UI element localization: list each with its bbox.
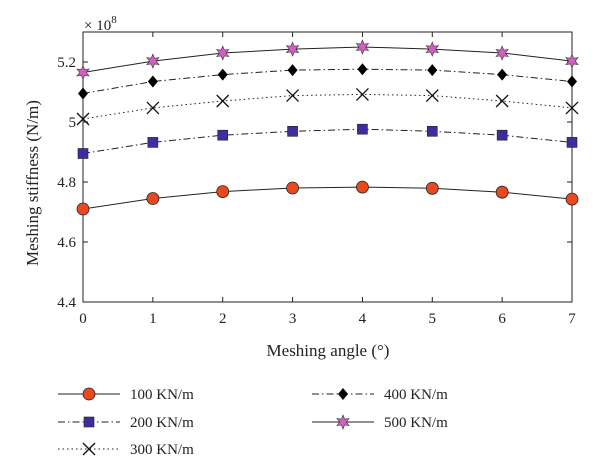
data-point (217, 68, 228, 81)
data-point (76, 64, 90, 81)
data-point (565, 192, 579, 206)
data-point (426, 126, 438, 137)
data-point (425, 181, 439, 195)
data-point-stroke (82, 442, 96, 456)
series (76, 39, 579, 81)
data-point (216, 45, 230, 61)
data-point (566, 137, 578, 148)
data-point (567, 75, 577, 88)
series-line (82, 93, 573, 120)
legend-label: 400 KN/m (384, 387, 448, 403)
data-point (83, 416, 95, 428)
series-line (82, 46, 573, 73)
data-point (425, 41, 439, 57)
data-point-stroke (286, 89, 300, 103)
legend-label: 500 KN/m (384, 415, 448, 431)
x-tick-label: 1 (149, 311, 157, 327)
data-point (216, 185, 230, 199)
data-point-stroke (146, 101, 160, 115)
data-point (357, 63, 368, 76)
data-point (425, 89, 439, 103)
series (77, 123, 578, 159)
series (76, 87, 579, 126)
data-point (427, 64, 438, 77)
data-point-stroke (495, 94, 509, 108)
y-scale-label: × 108 (84, 14, 117, 34)
x-tick-label: 6 (498, 311, 506, 327)
data-point (355, 39, 370, 55)
data-point-stroke (216, 94, 230, 108)
series-line (82, 68, 573, 94)
data-point (76, 202, 90, 216)
data-point (565, 53, 579, 69)
data-point (287, 126, 298, 137)
data-point (285, 41, 300, 57)
plot-area (82, 31, 573, 303)
y-tick-label: 4.8 (57, 175, 76, 191)
legend: 100 KN/m 200 KN/m 300 KN/m 400 KN/m 500 KN/m (58, 387, 448, 458)
x-tick-label: 3 (289, 311, 297, 327)
x-tick-label: 7 (568, 311, 576, 327)
data-point (497, 68, 508, 81)
data-point (496, 129, 508, 141)
data-point-stroke (565, 101, 579, 115)
x-tick-label: 2 (219, 311, 227, 327)
legend-item: 400 KN/m (312, 387, 448, 403)
legend-item: 500 KN/m (312, 414, 448, 431)
data-point (338, 388, 348, 400)
y-tick-label: 5.2 (57, 55, 76, 71)
y-tick-label: 5 (69, 115, 77, 131)
data-point-stroke (76, 112, 90, 126)
data-point (495, 94, 509, 108)
data-point (495, 45, 509, 61)
series-layer (76, 39, 579, 216)
data-point (146, 101, 160, 115)
data-point (286, 89, 300, 103)
y-axis-label: Meshing stiffness (N/m) (23, 100, 42, 266)
data-point (356, 180, 369, 194)
data-point-stroke (425, 89, 439, 103)
series (76, 180, 579, 216)
data-point (147, 75, 158, 88)
data-point (357, 123, 368, 135)
y-tick-label: 4.6 (57, 235, 76, 251)
x-tick-label: 4 (359, 311, 367, 327)
data-point (82, 387, 96, 401)
legend-label: 200 KN/m (130, 415, 194, 431)
x-axis-label: Meshing angle (°) (267, 341, 390, 360)
legend-label: 100 KN/m (130, 387, 194, 403)
data-point (336, 414, 350, 430)
data-point (495, 185, 509, 199)
plot-border (82, 31, 573, 303)
data-point (146, 53, 160, 69)
axis-ticks: 0 1 2 3 4 5 6 7 4.4 4.6 4.8 5 5.2 (57, 32, 576, 327)
data-point (76, 112, 90, 126)
y-tick-label: 4.4 (57, 295, 76, 311)
data-point (355, 87, 369, 101)
data-point-stroke (355, 87, 369, 101)
legend-item: 200 KN/m (58, 415, 194, 431)
data-point (147, 137, 159, 148)
data-point (217, 129, 229, 141)
data-point (565, 101, 579, 115)
data-point (82, 442, 96, 456)
x-tick-label: 0 (79, 311, 87, 327)
data-point (286, 181, 299, 195)
series-line (82, 186, 573, 210)
legend-label: 300 KN/m (130, 442, 194, 458)
series-line (82, 128, 573, 154)
data-point (216, 94, 230, 108)
legend-item: 300 KN/m (58, 442, 194, 458)
x-tick-label: 5 (429, 311, 437, 327)
legend-item: 100 KN/m (58, 387, 194, 403)
series (78, 63, 577, 100)
data-point (146, 192, 160, 205)
data-point (77, 148, 89, 159)
data-point (287, 64, 298, 77)
data-point (78, 87, 88, 100)
